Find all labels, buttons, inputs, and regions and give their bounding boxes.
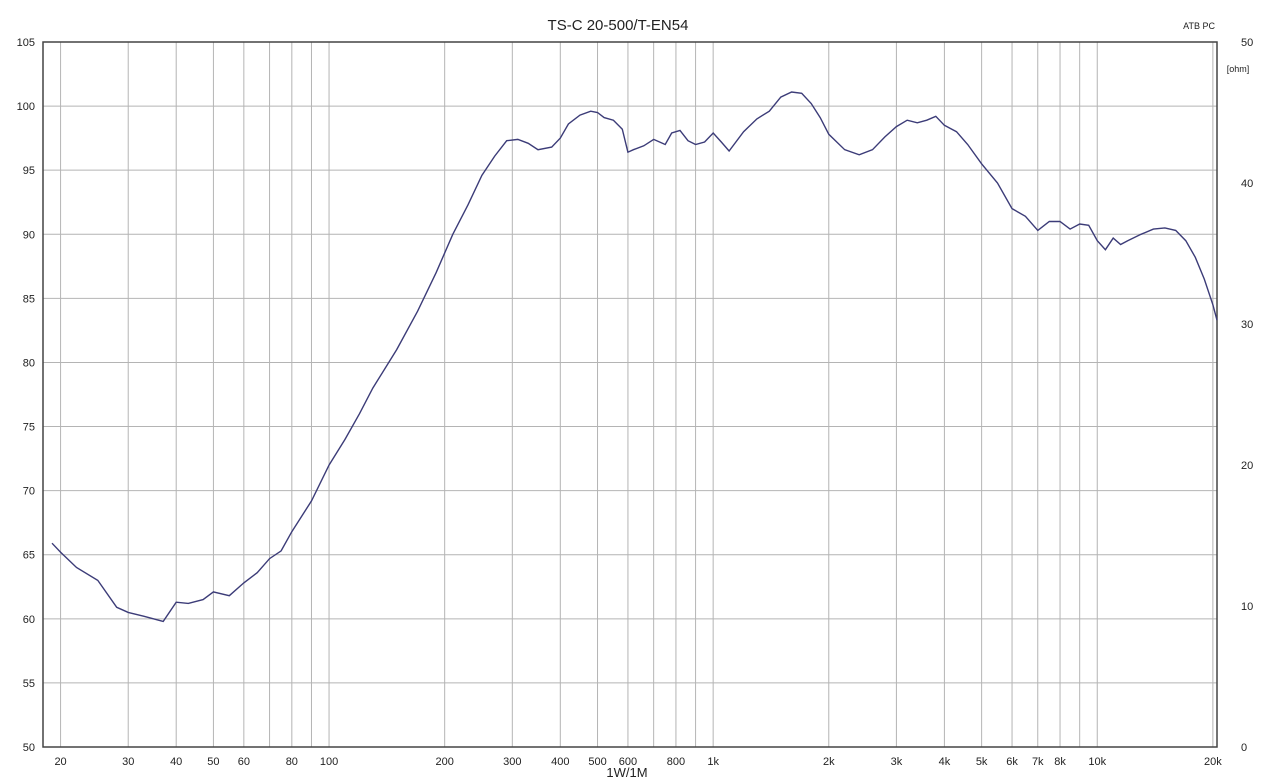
x-tick-label: 7k xyxy=(1032,756,1044,768)
x-tick-label: 50 xyxy=(207,756,219,768)
y-tick-label: 60 xyxy=(23,614,35,626)
y-axis-ticks: 50 55 60 65 70 75 80 85 90 95 100 105 xyxy=(17,37,35,754)
x-tick-label: 2k xyxy=(823,756,835,768)
x-tick-label: 80 xyxy=(286,756,298,768)
x-tick-label: 10k xyxy=(1088,756,1106,768)
y2-unit-label: [ohm] xyxy=(1227,64,1250,74)
y2-axis-ticks: 0 10 20 30 40 50 xyxy=(1241,37,1253,754)
y2-tick-label: 0 xyxy=(1241,742,1247,754)
series-line xyxy=(51,91,1218,623)
x-tick-label: 6k xyxy=(1006,756,1018,768)
y-tick-label: 105 xyxy=(17,37,35,49)
chart-title: TS-C 20-500/T-EN54 xyxy=(548,17,689,34)
y-tick-label: 70 xyxy=(23,486,35,498)
x-axis-ticks: 20 30 40 50 60 80 100 200 300 400 500 600 800 1k 2k 3k 4… xyxy=(54,756,1222,768)
y-tick-label: 90 xyxy=(23,229,35,241)
y2-tick-label: 50 xyxy=(1241,37,1253,49)
x-axis-label: 1W/1M xyxy=(606,765,647,780)
y-tick-label: 50 xyxy=(23,742,35,754)
x-tick-label: 60 xyxy=(238,756,250,768)
y-tick-label: 75 xyxy=(23,422,35,434)
x-tick-label: 4k xyxy=(939,756,951,768)
x-tick-label: 200 xyxy=(435,756,453,768)
y-tick-label: 100 xyxy=(17,101,35,113)
corner-label: ATB PC xyxy=(1183,21,1215,31)
y-tick-label: 65 xyxy=(23,550,35,562)
x-tick-label: 300 xyxy=(503,756,521,768)
x-tick-label: 1k xyxy=(707,756,719,768)
grid xyxy=(43,41,1217,748)
x-tick-label: 40 xyxy=(170,756,182,768)
y-tick-label: 55 xyxy=(23,678,35,690)
x-tick-label: 800 xyxy=(667,756,685,768)
y-tick-label: 80 xyxy=(23,357,35,369)
x-tick-label: 20 xyxy=(54,756,66,768)
x-tick-label: 400 xyxy=(551,756,569,768)
x-tick-label: 5k xyxy=(976,756,988,768)
y2-tick-label: 40 xyxy=(1241,178,1253,190)
x-tick-label: 20k xyxy=(1204,756,1222,768)
x-tick-label: 500 xyxy=(588,756,606,768)
plot-frame xyxy=(42,41,1218,748)
x-tick-label: 3k xyxy=(891,756,903,768)
y-tick-label: 85 xyxy=(23,293,35,305)
x-tick-label: 600 xyxy=(619,756,637,768)
y-tick-label: 95 xyxy=(23,165,35,177)
x-tick-label: 30 xyxy=(122,756,134,768)
y2-tick-label: 10 xyxy=(1241,601,1253,613)
x-tick-label: 8k xyxy=(1054,756,1066,768)
x-tick-label: 100 xyxy=(320,756,338,768)
y2-tick-label: 30 xyxy=(1241,319,1253,331)
y2-tick-label: 20 xyxy=(1241,460,1253,472)
